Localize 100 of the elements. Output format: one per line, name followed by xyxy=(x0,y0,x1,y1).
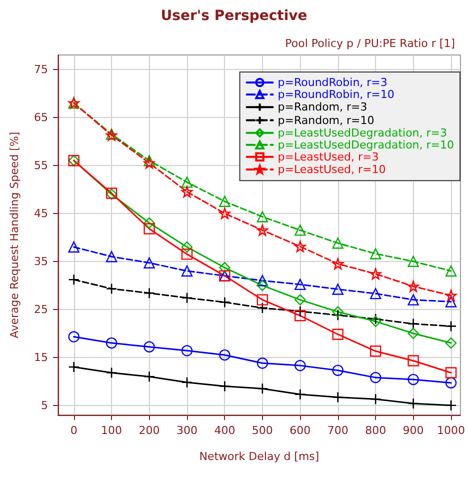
point xyxy=(256,358,268,369)
legend-label: p=Random, r=3 xyxy=(278,100,368,114)
legend-label: p=Random, r=10 xyxy=(278,114,374,127)
point xyxy=(370,346,382,357)
y-tick-label: 55 xyxy=(34,158,48,172)
point xyxy=(144,155,155,166)
point xyxy=(181,376,193,388)
point xyxy=(106,283,118,294)
y-axis-title: Average Request Handling Speed [%] xyxy=(8,132,21,338)
point xyxy=(219,196,230,207)
point xyxy=(370,394,382,405)
point xyxy=(144,370,155,382)
point xyxy=(332,284,344,295)
point xyxy=(445,290,457,302)
point xyxy=(332,392,344,403)
point xyxy=(445,367,457,378)
point xyxy=(219,262,230,274)
y-tick-label: 75 xyxy=(34,62,48,76)
x-tick-label: 400 xyxy=(214,424,236,437)
legend-title: Pool Policy p / PU:PE Ratio r [1] xyxy=(285,37,456,50)
point xyxy=(181,186,193,198)
point xyxy=(408,318,419,330)
point xyxy=(256,211,268,222)
point xyxy=(408,374,419,386)
point xyxy=(294,306,306,317)
y-tick-label: 45 xyxy=(34,206,48,220)
point xyxy=(332,238,344,249)
legend-label: p=RoundRobin, r=10 xyxy=(278,88,394,101)
point xyxy=(256,275,268,286)
chart-title: User's Perspective xyxy=(160,8,308,24)
point xyxy=(445,320,457,332)
x-tick-label: 600 xyxy=(290,424,311,437)
point xyxy=(370,248,382,260)
point xyxy=(68,241,80,253)
y-tick-label: 5 xyxy=(41,398,48,412)
point xyxy=(370,288,382,300)
point xyxy=(106,337,118,349)
x-tick-label: 500 xyxy=(252,424,273,437)
point xyxy=(445,337,457,349)
point xyxy=(445,400,457,412)
point xyxy=(294,360,306,372)
legend-label: p=LeastUsed, r=3 xyxy=(278,150,379,164)
point xyxy=(256,382,268,394)
x-tick-label: 900 xyxy=(402,424,424,437)
point xyxy=(144,287,155,299)
point xyxy=(106,251,118,262)
x-tick-label: 800 xyxy=(365,424,386,437)
point xyxy=(408,355,419,366)
point xyxy=(332,306,344,318)
point xyxy=(181,345,193,356)
point xyxy=(408,294,419,306)
point xyxy=(294,224,306,236)
point xyxy=(370,372,382,384)
legend-label: p=RoundRobin, r=3 xyxy=(278,76,388,89)
point xyxy=(294,388,306,400)
y-tick-label: 15 xyxy=(34,350,48,364)
point xyxy=(68,361,80,373)
point xyxy=(256,294,268,306)
legend-label: p=LeastUsedDegradation, r=3 xyxy=(278,126,448,140)
point xyxy=(408,280,419,292)
point xyxy=(408,328,419,339)
point xyxy=(408,256,419,267)
point xyxy=(370,268,382,280)
x-tick-label: 700 xyxy=(327,424,348,437)
x-tick-label: 200 xyxy=(138,424,160,437)
point xyxy=(445,296,457,308)
y-tick-label: 25 xyxy=(34,302,48,316)
point xyxy=(332,258,344,270)
legend-label: p=LeastUsed, r=10 xyxy=(278,163,386,176)
legend-label: p=LeastUsedDegradation, r=10 xyxy=(278,138,454,152)
point xyxy=(445,377,457,388)
point xyxy=(294,240,306,252)
point xyxy=(219,349,230,361)
point xyxy=(294,278,306,290)
x-tick-label: 1000 xyxy=(437,424,466,437)
point xyxy=(144,157,155,169)
point xyxy=(144,341,155,352)
point xyxy=(181,292,193,304)
point xyxy=(219,296,230,308)
point xyxy=(181,265,193,277)
point xyxy=(332,328,344,340)
point xyxy=(181,176,193,188)
point xyxy=(68,331,80,342)
point xyxy=(408,398,419,410)
y-tick-label: 65 xyxy=(34,110,48,124)
point xyxy=(256,280,268,291)
point xyxy=(370,316,382,327)
y-tick-label: 35 xyxy=(34,254,48,268)
point xyxy=(332,364,344,376)
x-tick-label: 300 xyxy=(176,424,198,437)
point xyxy=(294,310,306,322)
point xyxy=(219,380,230,392)
point xyxy=(181,241,193,253)
point xyxy=(106,367,118,378)
x-tick-label: 0 xyxy=(70,424,78,437)
point xyxy=(294,294,306,306)
point xyxy=(68,274,80,286)
point xyxy=(144,217,155,229)
point xyxy=(256,224,268,236)
point xyxy=(144,257,155,268)
